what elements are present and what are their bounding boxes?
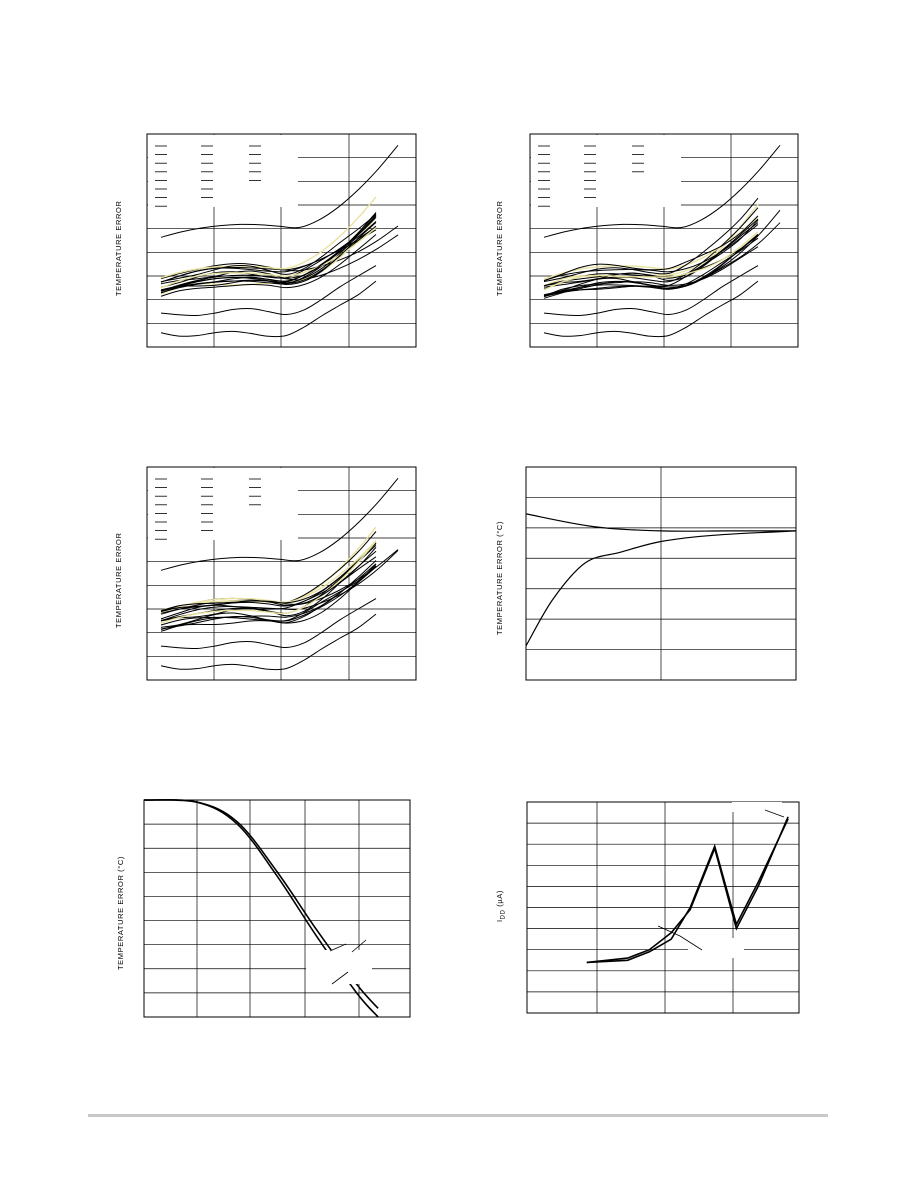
series-line — [543, 224, 759, 282]
plot-border — [143, 799, 411, 1018]
series-line — [543, 265, 759, 317]
series-line — [160, 222, 377, 291]
annotation-bg — [732, 802, 782, 812]
series-line — [543, 144, 781, 238]
series-line — [160, 196, 377, 279]
legend-box — [148, 468, 298, 540]
plot-grid — [529, 133, 799, 348]
plot-border — [146, 133, 417, 348]
annotation-arrow — [329, 943, 347, 952]
series-line — [543, 246, 759, 297]
series-line — [525, 530, 797, 647]
legend — [155, 145, 261, 207]
series-group — [160, 144, 399, 338]
series-line — [160, 613, 377, 671]
series-line — [543, 207, 759, 288]
annotation-arrow — [351, 939, 367, 953]
chart-panel-1: TEMPERATURE ERROR — [100, 120, 430, 360]
legend-box — [531, 135, 681, 207]
plot-border — [146, 466, 417, 681]
plot-grid — [143, 799, 411, 1018]
series-line — [160, 565, 377, 628]
series-line — [543, 218, 759, 287]
chart-2-plot — [529, 133, 799, 348]
series-line — [543, 231, 759, 291]
series-group — [586, 816, 789, 964]
series-group — [143, 798, 379, 1018]
series-line — [160, 217, 377, 288]
chart-panel-5: TEMPERATURE ERROR (°C) — [100, 790, 430, 1030]
chart-3-plot — [146, 466, 417, 681]
chart-panel-6: IDD (µA) — [490, 790, 820, 1030]
annotations — [306, 939, 372, 985]
series-line — [160, 540, 377, 624]
legend-box — [148, 135, 298, 207]
series-line — [543, 197, 759, 283]
annotation-arrow — [764, 809, 785, 818]
annotation-arrow — [679, 935, 703, 951]
series-line — [160, 213, 377, 292]
chart-1-plot — [146, 133, 417, 348]
series-line — [586, 816, 789, 964]
series-line — [160, 477, 399, 571]
chart-5-plot — [143, 798, 411, 1018]
series-line — [160, 560, 377, 626]
chart-6-plot — [526, 801, 800, 1014]
series-line — [160, 226, 377, 285]
series-line — [160, 550, 399, 622]
plot-grid — [146, 133, 417, 348]
series-line — [160, 598, 377, 650]
series-line — [143, 798, 379, 1018]
series-line — [160, 144, 399, 238]
series-group — [160, 477, 399, 671]
series-line — [543, 280, 759, 338]
footer-rule — [88, 1114, 828, 1117]
series-line — [160, 540, 377, 615]
series-line — [160, 234, 377, 297]
series-line — [543, 234, 759, 298]
annotation-arrow — [331, 971, 349, 985]
annotation-bg — [688, 938, 744, 958]
plot-grid — [526, 801, 800, 1014]
series-line — [525, 513, 796, 532]
series-line — [160, 265, 377, 317]
series-line — [160, 280, 377, 338]
series-group — [543, 144, 781, 338]
chart-panel-4: TEMPERATURE ERROR (°C) — [490, 455, 820, 695]
legend — [538, 145, 644, 207]
series-line — [586, 818, 789, 964]
series-line — [160, 221, 377, 283]
plot-grid — [525, 466, 797, 681]
annotation-arrow — [657, 925, 681, 937]
legend — [155, 478, 261, 540]
chart-panel-2: TEMPERATURE ERROR — [490, 120, 820, 360]
series-group — [525, 513, 797, 647]
series-line — [543, 237, 759, 297]
series-line — [160, 556, 377, 613]
annotations — [657, 802, 785, 958]
series-line — [160, 564, 377, 632]
chart-panel-3: TEMPERATURE ERROR — [100, 455, 430, 695]
chart-4-plot — [525, 466, 797, 681]
series-line — [543, 209, 781, 297]
series-line — [160, 214, 377, 283]
